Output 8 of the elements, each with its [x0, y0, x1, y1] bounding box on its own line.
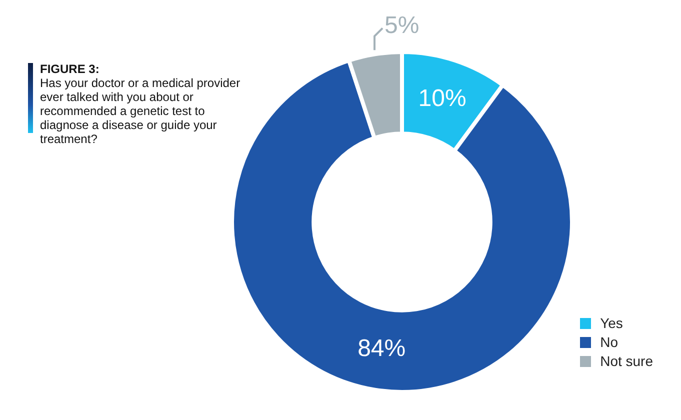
legend-label: No	[600, 334, 618, 350]
data-label: 84%	[358, 335, 406, 362]
legend-label: Not sure	[600, 353, 653, 369]
data-label: 10%	[418, 84, 466, 112]
text: FIGURE 3:	[40, 62, 100, 76]
data-label: 5%	[384, 12, 420, 39]
text: Has your doctor or a medical provider ever talked with you about or recommended a genetic test to diagnose a disease or guide your treatment?	[40, 76, 242, 146]
legend-label: Yes	[600, 315, 623, 331]
